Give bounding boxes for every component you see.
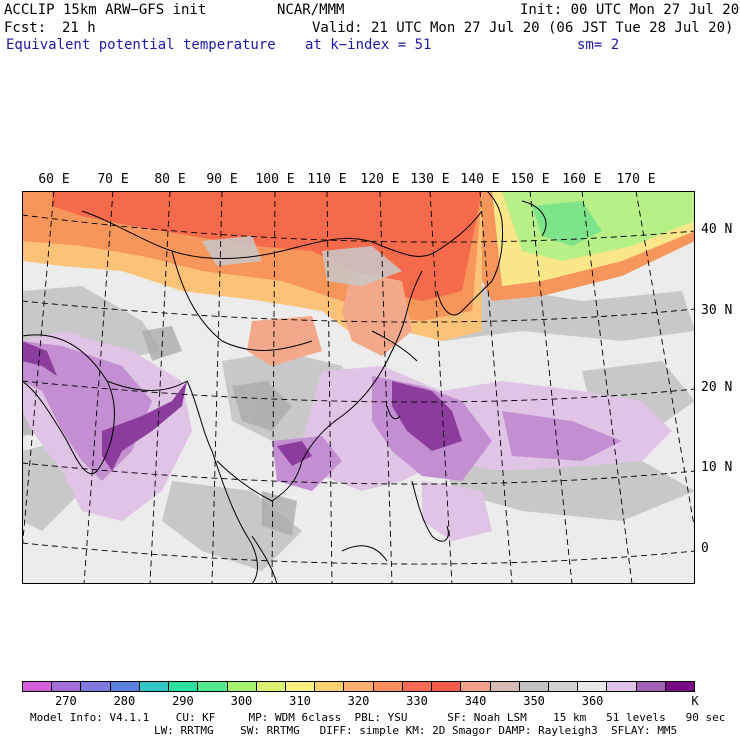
model-title: ACCLIP 15km ARW−GFS init	[4, 2, 207, 18]
colorbar-swatch	[373, 682, 403, 691]
lat-label-10n: 10 N	[701, 460, 733, 475]
colorbar-swatch	[636, 682, 666, 691]
model-info-line-2: LW: RRTMG SW: RRTMG DIFF: simple KM: 2D …	[154, 724, 678, 737]
colorbar-tick-label: 300	[230, 694, 253, 708]
colorbar-swatch	[665, 682, 695, 691]
map-frame	[22, 191, 695, 584]
colorbar-tick-label: 310	[289, 694, 311, 708]
colorbar-swatch	[344, 682, 374, 691]
colorbar-swatch	[227, 682, 257, 691]
colorbar-swatch	[607, 682, 637, 691]
colorbar-swatch	[139, 682, 170, 691]
colorbar-swatch	[169, 682, 199, 691]
colorbar-swatch	[198, 682, 228, 691]
colorbar-tick-label: 330	[406, 694, 428, 708]
lon-label-120e: 120 E	[360, 172, 400, 187]
colorbar-swatch	[315, 682, 345, 691]
colorbar-swatch	[110, 682, 140, 691]
model-info-line-1: Model Info: V4.1.1 CU: KF MP: WDM 6class…	[30, 711, 726, 724]
gray-highlands	[202, 236, 402, 286]
init-time: Init: 00 UTC Mon 27 Jul 20	[520, 2, 740, 18]
colorbar-swatch	[23, 682, 53, 691]
lon-label-60e: 60 E	[38, 172, 70, 187]
salmon-patches	[247, 271, 412, 366]
lon-label-170e: 170 E	[616, 172, 656, 187]
lon-label-130e: 130 E	[410, 172, 450, 187]
lat-label-40n: 40 N	[701, 222, 733, 237]
lon-label-70e: 70 E	[97, 172, 129, 187]
colorbar-tick-label: 360	[581, 694, 604, 708]
colorbar-tick-label: 270	[55, 694, 77, 708]
forecast-hours: 21 h	[62, 20, 96, 36]
colorbar-tick-label: 320	[347, 694, 370, 708]
forecast-label: Fcst:	[4, 20, 47, 36]
equivalent-potential-temperature-map	[22, 191, 695, 584]
colorbar-swatch	[490, 682, 520, 691]
colorbar-swatch	[256, 682, 286, 691]
lon-label-90e: 90 E	[206, 172, 238, 187]
lat-label-20n: 20 N	[701, 380, 733, 395]
colorbar-unit: K	[691, 694, 699, 708]
colorbar-swatch	[548, 682, 579, 691]
center-label: NCAR/MMM	[277, 2, 345, 18]
graticule-layer	[22, 191, 695, 584]
colorbar-swatch	[461, 682, 491, 691]
lon-label-140e: 140 E	[460, 172, 500, 187]
colorbar	[22, 681, 695, 692]
field-name: Equivalent potential temperature	[6, 37, 276, 53]
coastline-layer	[22, 191, 547, 584]
colorbar-swatch	[285, 682, 316, 691]
colorbar-tick-label: 280	[113, 694, 136, 708]
colorbar-swatch	[81, 682, 111, 691]
colorbar-tick-label: 350	[523, 694, 545, 708]
colorbar-tick-label: 290	[172, 694, 194, 708]
lon-label-100e: 100 E	[255, 172, 295, 187]
lat-label-equator: 0	[701, 541, 709, 556]
smoothing-label: sm= 2	[577, 37, 620, 53]
level-index: at k−index = 51	[305, 37, 432, 53]
dark-purple-field-layer	[22, 341, 462, 471]
valid-time: Valid: 21 UTC Mon 27 Jul 20 (06 JST Tue …	[312, 20, 734, 36]
colorbar-swatch	[519, 682, 549, 691]
lat-label-30n: 30 N	[701, 303, 733, 318]
lon-label-160e: 160 E	[562, 172, 602, 187]
colorbar-swatch	[52, 682, 82, 691]
colorbar-swatch	[578, 682, 608, 691]
lon-label-150e: 150 E	[510, 172, 550, 187]
colorbar-swatch	[402, 682, 433, 691]
lon-label-110e: 110 E	[307, 172, 347, 187]
colorbar-swatch	[432, 682, 462, 691]
colorbar-tick-label: 340	[464, 694, 487, 708]
lon-label-80e: 80 E	[154, 172, 186, 187]
